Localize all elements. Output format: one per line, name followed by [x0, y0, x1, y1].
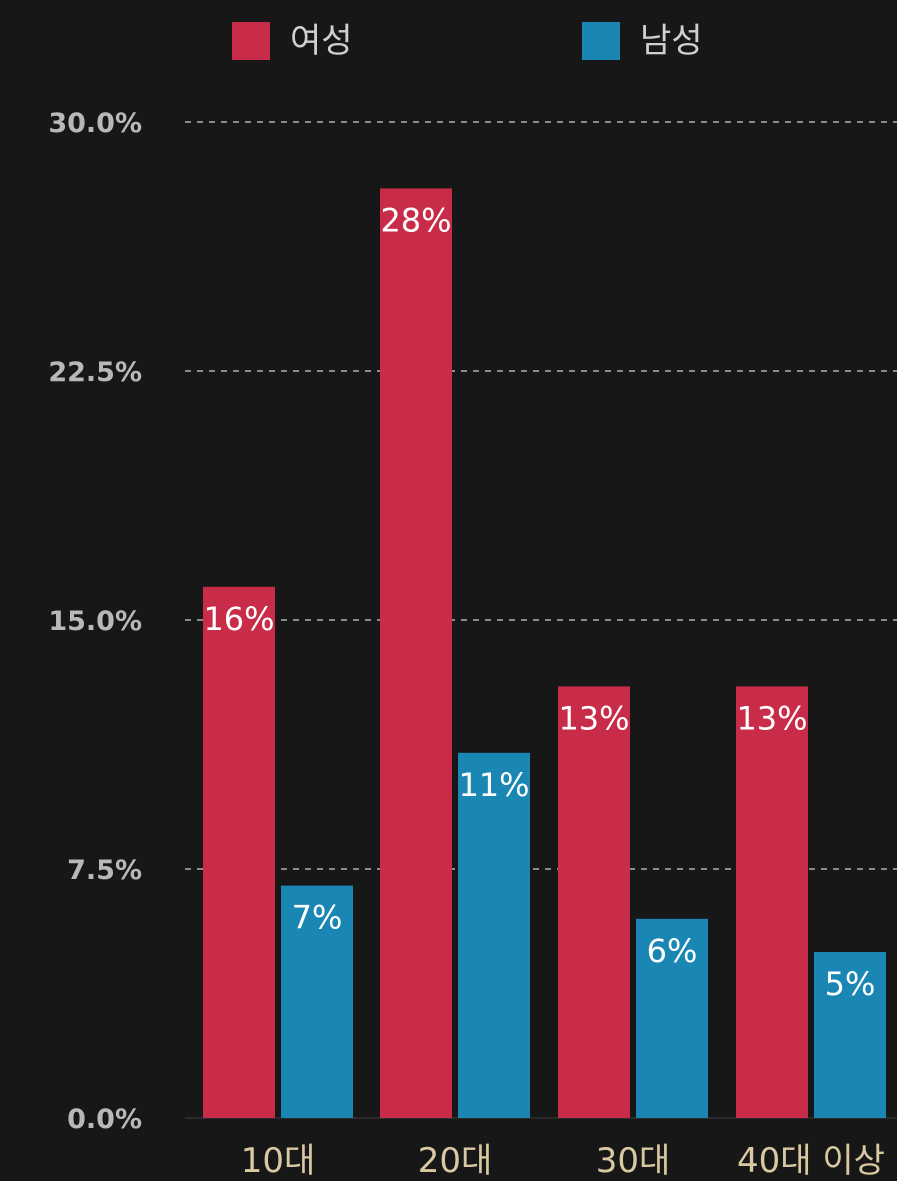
x-tick-label: 40대 이상 [737, 1141, 885, 1181]
bar-male-3 [814, 952, 886, 1118]
x-tick-label: 20대 [418, 1141, 493, 1181]
data-label: 16% [203, 600, 274, 638]
x-tick-label: 30대 [596, 1141, 671, 1181]
bar-female-1 [380, 188, 452, 1118]
y-tick-label: 7.5% [67, 855, 142, 886]
data-label: 11% [458, 766, 529, 804]
y-tick-label: 30.0% [48, 108, 142, 139]
data-label: 7% [292, 899, 343, 937]
legend-label: 남성 [640, 21, 703, 61]
x-tick-label: 10대 [241, 1141, 316, 1181]
bar-male-0 [281, 885, 353, 1118]
y-tick-label: 22.5% [48, 357, 142, 388]
bar-male-2 [636, 918, 708, 1118]
data-label: 28% [380, 201, 451, 239]
bar-female-3 [736, 686, 808, 1118]
y-tick-label: 15.0% [48, 606, 142, 637]
legend-swatch [582, 22, 620, 60]
data-label: 6% [647, 932, 698, 970]
legend-label: 여성 [290, 21, 353, 61]
legend-swatch [232, 22, 270, 60]
bar-female-2 [558, 686, 630, 1118]
data-label: 5% [825, 965, 876, 1003]
y-tick-label: 0.0% [67, 1104, 142, 1135]
data-label: 13% [558, 699, 629, 737]
data-label: 13% [736, 699, 807, 737]
bar-female-0 [203, 586, 275, 1118]
bar-male-1 [458, 752, 530, 1118]
